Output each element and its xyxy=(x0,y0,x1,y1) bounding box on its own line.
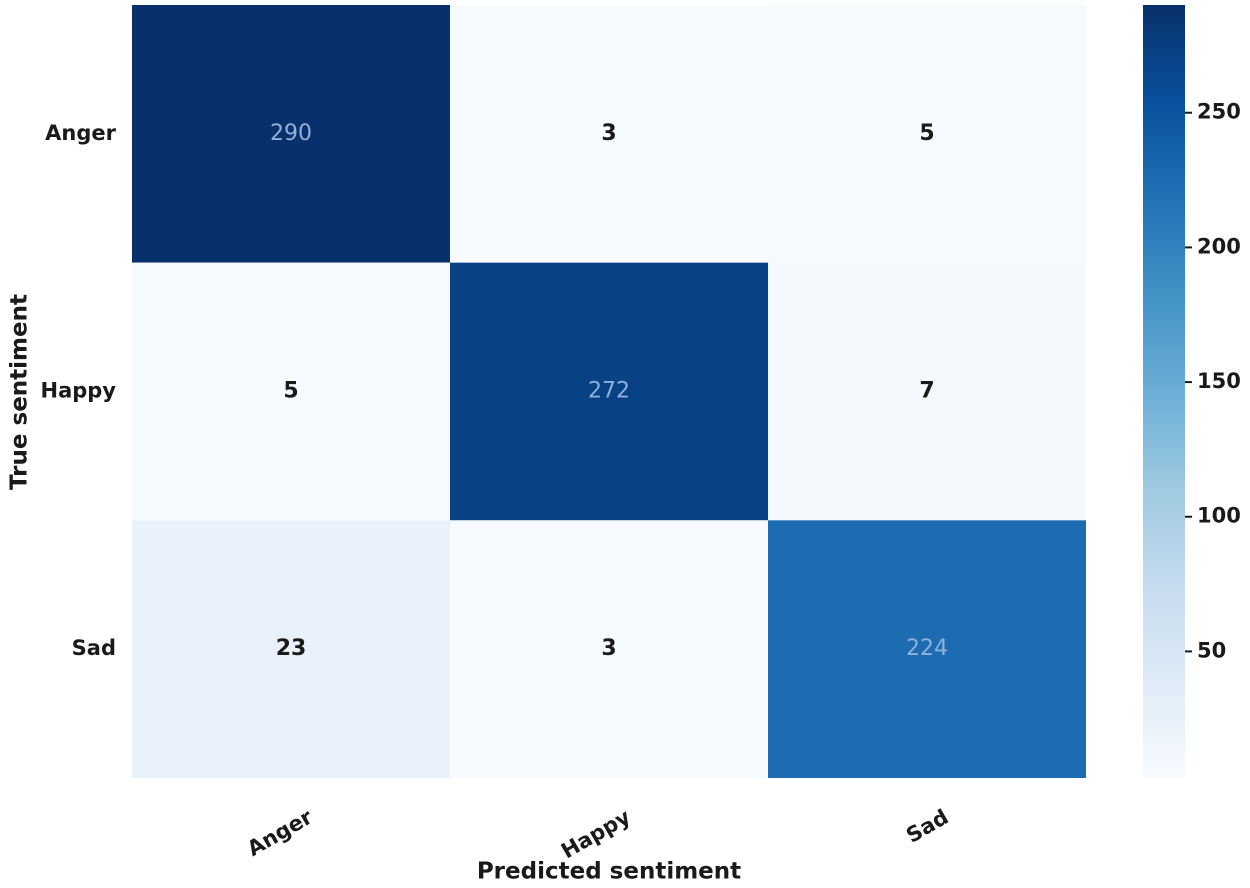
cell-label: 224 xyxy=(906,636,948,661)
cell-label: 5 xyxy=(919,121,934,146)
colorbar-tick-label: 150 xyxy=(1197,369,1241,393)
cell-label: 23 xyxy=(276,636,307,661)
colorbar-tick-label: 250 xyxy=(1197,100,1241,124)
x-tick-label: Anger xyxy=(243,804,317,861)
y-tick-label: Happy xyxy=(41,379,117,403)
y-tick-label: Sad xyxy=(72,636,116,660)
x-tick-label: Sad xyxy=(902,805,952,848)
cell-label: 3 xyxy=(601,636,616,661)
cell xyxy=(768,262,1086,521)
colorbar-tick-label: 100 xyxy=(1197,504,1241,528)
x-tick-label: Happy xyxy=(557,805,635,864)
cell xyxy=(132,5,450,263)
colorbar xyxy=(1143,5,1185,778)
y-axis-label: True sentiment xyxy=(7,294,33,490)
x-axis-label: Predicted sentiment xyxy=(477,859,741,885)
cell-label: 272 xyxy=(588,379,630,404)
y-tick-label: Anger xyxy=(45,121,116,145)
cell-label: 5 xyxy=(283,379,298,404)
cell xyxy=(132,520,450,778)
cell xyxy=(450,520,768,778)
cell-label: 290 xyxy=(270,121,312,146)
cell-label: 3 xyxy=(601,121,616,146)
cell xyxy=(450,5,768,263)
cell xyxy=(132,262,450,521)
cell xyxy=(768,5,1086,263)
colorbar-tick-label: 50 xyxy=(1197,638,1226,662)
cell xyxy=(450,262,768,521)
cell-label: 7 xyxy=(919,379,934,404)
colorbar-tick-label: 200 xyxy=(1197,234,1241,258)
cell xyxy=(768,520,1086,778)
